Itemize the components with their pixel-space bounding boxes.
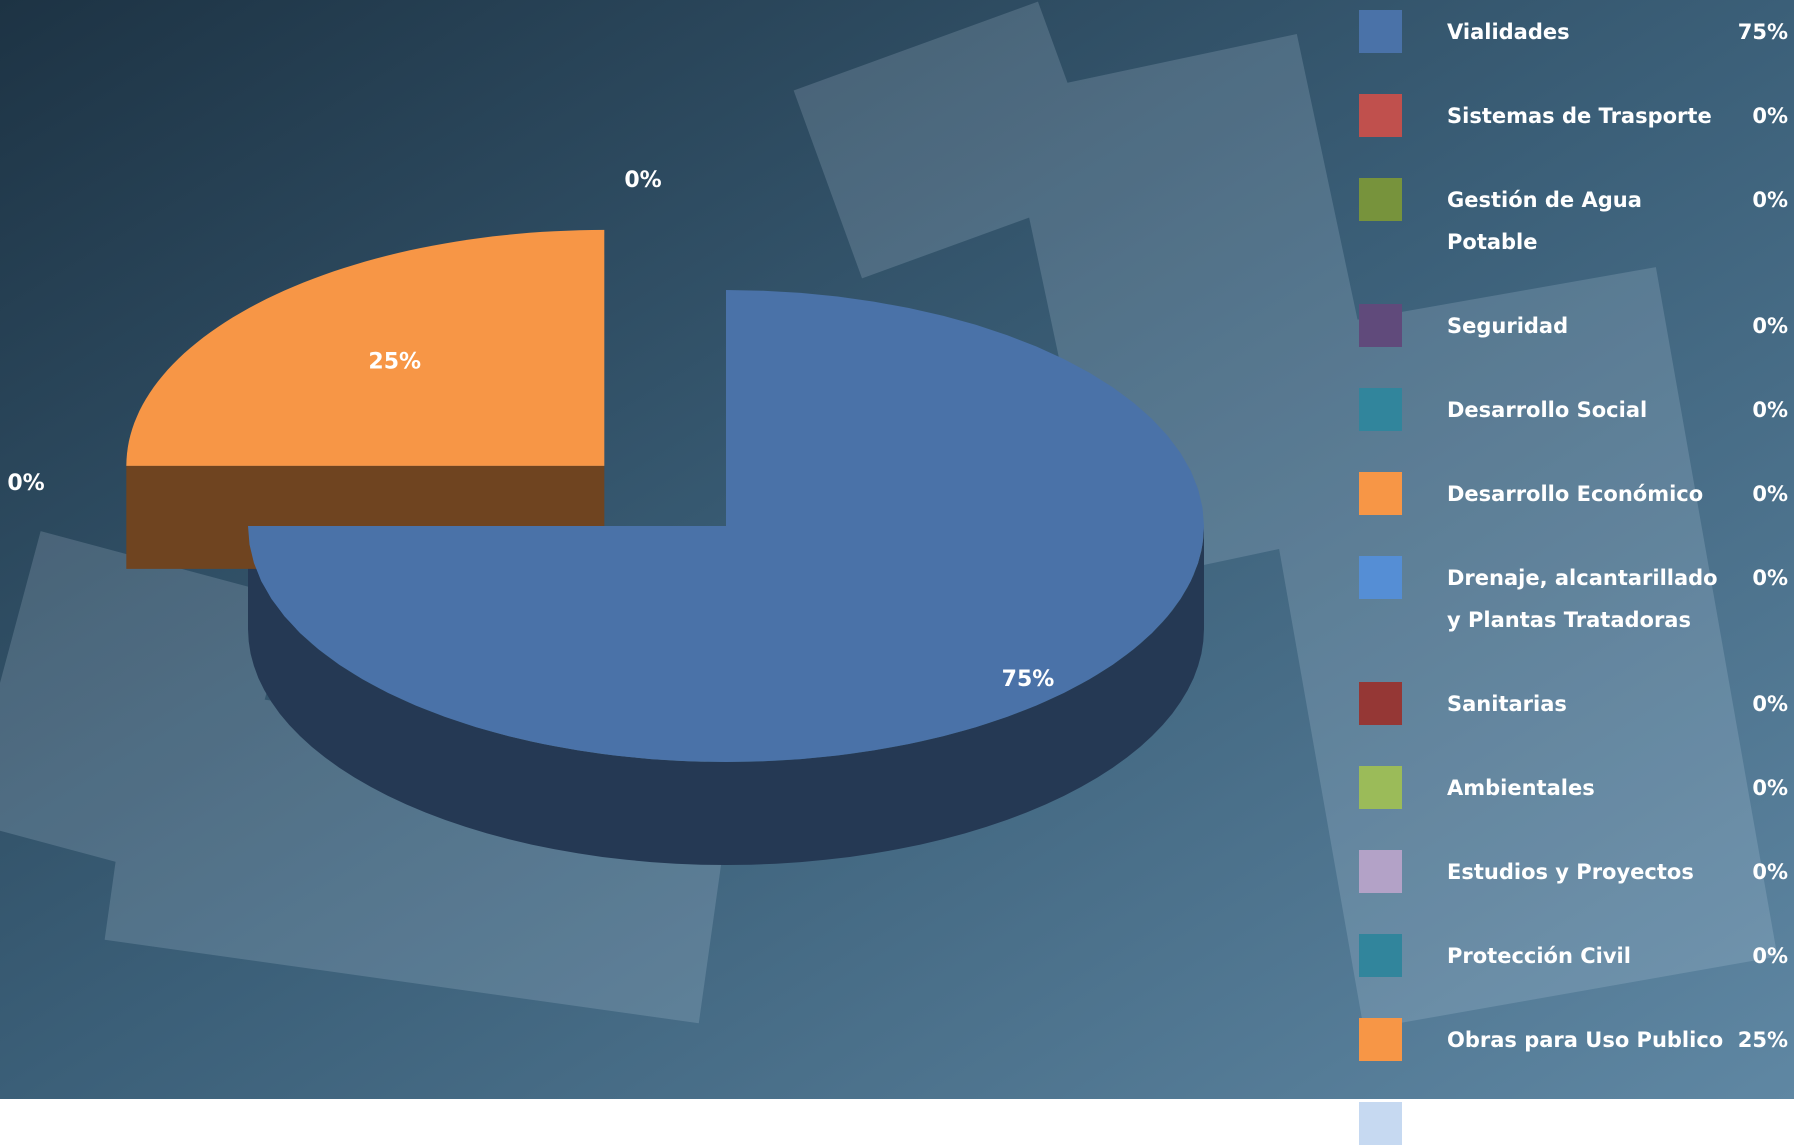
legend-value: 25%	[1737, 1028, 1788, 1052]
data-label: 25%	[368, 349, 421, 374]
legend-label: Desarrollo Social	[1447, 398, 1648, 422]
legend-value: 0%	[1752, 104, 1788, 128]
legend-swatch	[1359, 766, 1402, 809]
legend-swatch	[1359, 934, 1402, 977]
legend-label: Sanitarias	[1447, 692, 1567, 716]
legend-label: Gestión de Agua Potable	[1447, 188, 1642, 254]
legend-swatch	[1359, 178, 1402, 221]
pie: 75% 0% 25% 0%	[7, 168, 1204, 865]
legend-swatch	[1359, 94, 1402, 137]
legend-value: 0%	[1752, 692, 1788, 716]
legend-swatch	[1359, 304, 1402, 347]
legend-label: Vialidades	[1447, 20, 1570, 44]
legend-label: Protección Civil	[1447, 944, 1631, 968]
legend-label: Otros	[1447, 1112, 1513, 1136]
legend-swatch	[1359, 388, 1402, 431]
slice	[126, 229, 605, 466]
legend-value: 0%	[1752, 860, 1788, 884]
legend-swatch	[1359, 1102, 1402, 1145]
legend: Vialidades 75% Sistemas de Trasporte 0% Gest…	[1359, 10, 1788, 1145]
data-label: 0%	[7, 471, 44, 496]
slice	[248, 290, 1204, 762]
legend-label: Seguridad	[1447, 314, 1569, 338]
legend-value: 0%	[1752, 314, 1788, 338]
legend-value: 0%	[1752, 776, 1788, 800]
slice-side	[248, 526, 1204, 865]
legend-value: 0%	[1752, 944, 1788, 968]
legend-value: 0%	[1752, 566, 1788, 590]
data-label: 75%	[1002, 667, 1055, 692]
legend-label: Sistemas de Trasporte	[1447, 104, 1712, 128]
legend-label: Ambientales	[1447, 776, 1595, 800]
legend-value: 0%	[1752, 398, 1788, 422]
legend-swatch	[1359, 556, 1402, 599]
chart: 75% 0% 25% 0%	[0, 0, 1794, 1099]
legend-swatch	[1359, 850, 1402, 893]
legend-value: 0%	[1752, 482, 1788, 506]
legend-label: Desarrollo Económico	[1447, 482, 1704, 506]
legend-label: Obras para Uso Publico	[1447, 1028, 1724, 1052]
legend-label: Estudios y Proyectos	[1447, 860, 1694, 884]
data-label: 0%	[624, 168, 661, 193]
legend-value: 0%	[1752, 188, 1788, 212]
legend-swatch	[1359, 1018, 1402, 1061]
legend-swatch	[1359, 682, 1402, 725]
legend-swatch	[1359, 472, 1402, 515]
legend-value: 0%	[1752, 1112, 1788, 1136]
legend-label: Drenaje, alcantarillado y Plantas Tratad…	[1447, 566, 1718, 632]
legend-swatch	[1359, 10, 1402, 53]
legend-value: 75%	[1737, 20, 1788, 44]
